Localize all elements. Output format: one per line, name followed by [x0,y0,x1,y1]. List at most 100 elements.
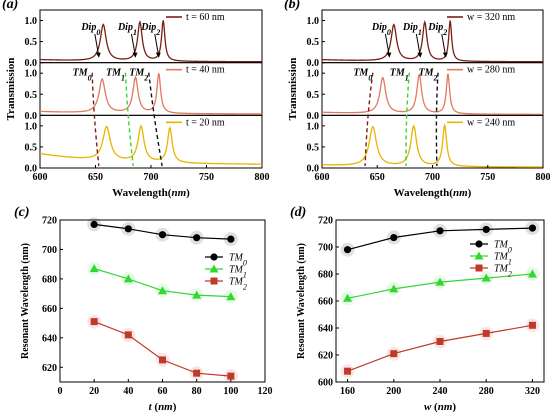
x-tick-label: 600 [315,172,330,183]
x-tick-label: 750 [199,172,214,183]
x-tick-label: 800 [255,172,270,183]
legend-label: TM1 [494,252,512,267]
dip-label: Dip1 [402,22,422,37]
marker-triangle [123,274,133,283]
marker-square [210,277,218,285]
y-tick-label: 1.0 [25,16,38,27]
panel-label: (c) [14,205,30,220]
marker-triangle [158,286,167,295]
marker-circle [227,235,235,243]
legend-label: w = 320 nm [467,12,515,23]
x-axis-label: w (nm) [424,401,456,413]
dip-arrowhead [155,52,161,58]
panel-label: (d) [290,205,306,220]
legend-label: TM1 [229,265,247,280]
y-axis-label: Transmission [287,58,299,121]
marker-square [475,264,483,272]
spectrum-curve [321,122,543,168]
legend-label: t = 20 nm [186,117,225,128]
marker-triangle [389,284,399,293]
marker-square [436,338,444,345]
mode-label: TM1 [106,68,125,83]
y-tick-label: 0.0 [307,58,320,69]
legend-label: TM0 [494,240,512,255]
mode-dashed-line [405,72,410,167]
x-tick-label: 600 [33,172,48,183]
marker-circle [343,246,352,254]
x-tick-label: 240 [433,386,448,397]
marker-triangle [343,293,353,302]
dip-arrowhead [386,52,392,58]
mode-label: TM2 [129,68,148,83]
mode-label: TM0 [353,68,372,83]
spectrum-curve [321,72,543,116]
marker-triangle [435,277,445,286]
y-tick-label: 1.0 [25,121,38,132]
x-tick-label: 650 [370,172,385,183]
panel-label: (a) [2,0,18,12]
marker-triangle [89,264,99,273]
x-tick-label: 20 [89,386,99,397]
legend-label: TM2 [494,264,512,279]
x-tick-label: 120 [258,386,273,397]
y-tick-label: 620 [318,351,333,362]
legend-label: TM2 [229,277,247,292]
legend-label: w = 240 nm [467,117,515,128]
mode-dashed-line [124,72,134,167]
y-axis-label: Resonant Wavelength (nm) [296,243,307,359]
panel-3: 160 200 240 280 320 600 620 640 660 680 700 720 w (n… [290,205,545,413]
y-tick-label: 0.0 [307,164,320,175]
y-tick-label: 720 [42,216,57,227]
x-tick-label: 700 [144,172,159,183]
spectrum-curve [321,20,543,63]
mode-dashed-line [148,72,163,167]
x-tick-label: 800 [536,172,550,183]
y-tick-label: 640 [42,333,57,344]
marker-square [124,331,132,339]
marker-square [482,329,490,337]
marker-circle [528,224,537,232]
x-tick-label: 100 [223,386,238,397]
marker-circle [90,220,98,229]
x-tick-label: 650 [88,172,103,183]
marker-triangle [226,292,236,301]
marker-circle [475,240,483,248]
x-tick-label: 40 [123,386,133,397]
marker-circle [482,225,490,234]
marker-triangle [527,269,537,278]
y-tick-label: 660 [318,297,333,308]
y-tick-label: 0.5 [307,90,320,101]
y-tick-label: 1.0 [25,69,38,80]
legend-label: w = 280 nm [467,65,515,76]
x-tick-label: 200 [386,386,401,397]
dip-arrowhead [132,52,138,58]
dip-label: Dip2 [140,22,160,37]
y-tick-label: 1.0 [307,69,320,80]
y-tick-label: 700 [318,243,333,254]
y-tick-label: 720 [318,216,333,227]
legend-label: t = 60 nm [186,12,225,23]
dip-arrowhead [442,52,448,58]
y-tick-label: 0.0 [25,164,38,175]
y-tick-label: 0.5 [25,142,38,153]
marker-square [159,356,166,364]
panel-2: 0 20 40 60 80 100 120 620 640 660 680 700 720 t (nm) R… [14,205,273,413]
y-tick-label: 600 [318,378,333,389]
x-axis-label: Wavelength(nm) [112,187,190,199]
y-tick-label: 0.5 [25,37,38,48]
y-tick-label: 0.5 [307,142,320,153]
x-tick-label: 0 [58,386,63,397]
dip-label: Dip2 [427,22,447,37]
dip-arrowhead [95,52,101,58]
y-tick-label: 680 [42,274,57,285]
marker-circle [210,253,218,261]
panel-0: t = 60 nm 0.0 0.5 1.0 t = 40 nm 0.0 0.5 1.0 t = … [2,0,270,199]
y-tick-label: 1.0 [307,121,320,132]
y-tick-label: 1.0 [307,16,320,27]
mode-dashed-line [91,72,100,167]
marker-circle [124,225,132,233]
x-tick-label: 750 [480,172,495,183]
x-tick-label: 320 [525,386,540,397]
marker-triangle [481,273,491,282]
